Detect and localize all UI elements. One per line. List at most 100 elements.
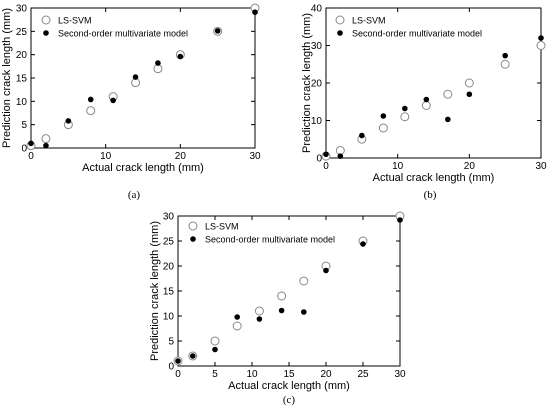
multivariate-model-point — [278, 307, 285, 314]
x-tick-label: 0 — [28, 151, 34, 162]
ls-svm-point — [254, 306, 264, 316]
y-axis-label: Prediction crack length (mm) — [149, 221, 161, 361]
ls-svm-point — [299, 276, 309, 286]
x-tick-label: 5 — [212, 369, 218, 380]
y-tick-label: 0 — [168, 362, 174, 373]
multivariate-model-point — [423, 96, 430, 103]
x-tick-label: 30 — [535, 161, 547, 172]
multivariate-model-point — [402, 105, 408, 112]
multivariate-model-point — [445, 116, 451, 123]
multivariate-model-point — [323, 267, 329, 274]
legend-label: LS-SVM — [205, 222, 239, 232]
legend-marker-open — [41, 15, 51, 25]
y-tick-label: 10 — [311, 116, 323, 127]
y-axis-label: Prediction crack length (mm) — [301, 13, 313, 153]
y-tick-label: 15 — [16, 74, 28, 85]
multivariate-model-point — [155, 60, 161, 66]
chart-panel-3: 0 5 10 15 20 25 30 0 5 10 15 20 25 30 Actual crack len… — [149, 211, 406, 406]
multivariate-model-point — [65, 118, 72, 124]
legend-marker-filled — [43, 30, 49, 36]
x-tick-label: 25 — [357, 369, 369, 380]
multivariate-model-point — [256, 316, 263, 322]
multivariate-model-point — [28, 140, 34, 147]
multivariate-model-point — [214, 28, 221, 34]
chart-panel-1: 0 10 20 30 0 5 10 15 20 25 30 Actual crack length (… — [1, 3, 261, 201]
ls-svm-point — [335, 146, 345, 155]
multivariate-model-point — [177, 53, 184, 60]
multivariate-model-point — [175, 358, 181, 364]
ls-svm-point — [210, 336, 220, 346]
x-tick-label: 0 — [175, 369, 181, 380]
multivariate-model-point — [502, 52, 508, 59]
chart-panel-2: 0 10 20 30 0 10 20 30 40 Actual crack length (mm)… — [301, 4, 547, 202]
ls-svm-point — [378, 123, 388, 133]
x-axis-label: Actual crack length (mm) — [228, 380, 350, 392]
y-tick-label: 25 — [16, 27, 28, 38]
y-tick-label: 5 — [168, 337, 174, 348]
y-tick-label: 20 — [311, 79, 323, 90]
x-tick-label: 10 — [100, 151, 112, 162]
y-tick-label: 20 — [163, 262, 175, 273]
ls-svm-point — [464, 78, 474, 88]
x-tick-label: 30 — [249, 151, 261, 162]
multivariate-model-point — [360, 241, 366, 247]
x-tick-label: 20 — [320, 369, 332, 380]
multivariate-model-point — [323, 151, 329, 158]
multivariate-model-point — [252, 9, 258, 15]
x-tick-label: 20 — [464, 161, 476, 172]
x-tick-label: 0 — [323, 161, 329, 172]
legend-label: Second-order multivariate model — [352, 29, 482, 39]
legend-label: Second-order multivariate model — [58, 29, 188, 39]
x-tick-label: 10 — [246, 369, 258, 380]
multivariate-model-point — [466, 91, 473, 98]
y-tick-label: 30 — [311, 41, 323, 52]
y-tick-label: 0 — [316, 154, 322, 165]
ls-svm-point — [86, 106, 96, 116]
y-tick-label: 10 — [163, 312, 175, 323]
multivariate-model-point — [132, 74, 139, 80]
legend-marker-filled — [190, 236, 196, 242]
ls-svm-point — [443, 89, 453, 99]
panel-caption: (c) — [283, 394, 296, 406]
multivariate-model-point — [190, 353, 196, 359]
x-tick-label: 30 — [394, 369, 406, 380]
y-tick-label: 10 — [16, 97, 28, 108]
ls-svm-point — [500, 59, 510, 69]
multivariate-model-point — [87, 96, 94, 103]
multivariate-model-point — [212, 346, 218, 353]
ls-svm-point — [232, 321, 242, 331]
y-tick-label: 30 — [163, 212, 175, 223]
y-tick-label: 20 — [16, 50, 28, 61]
x-tick-label: 15 — [283, 369, 295, 380]
y-axis-label: Prediction crack length (mm) — [1, 8, 13, 148]
legend-marker-open — [335, 15, 345, 25]
y-tick-label: 0 — [21, 144, 27, 155]
multivariate-model-point — [234, 314, 240, 320]
multivariate-model-point — [380, 113, 387, 119]
y-tick-label: 5 — [21, 120, 27, 131]
ls-svm-point — [277, 291, 287, 301]
legend: LS-SVM Second-order multivariate model — [335, 15, 482, 39]
legend-marker-filled — [337, 30, 343, 36]
panel-caption: (a) — [128, 189, 141, 201]
panel-caption: (b) — [424, 189, 437, 201]
multivariate-model-point — [337, 153, 344, 159]
x-tick-label: 10 — [392, 161, 404, 172]
y-tick-label: 40 — [311, 4, 323, 15]
multivariate-model-point — [538, 35, 544, 41]
y-tick-label: 25 — [163, 237, 175, 248]
multivariate-model-point — [301, 309, 307, 315]
ls-svm-point — [536, 41, 546, 50]
legend-marker-open — [188, 221, 198, 231]
legend-label: LS-SVM — [352, 16, 386, 26]
x-axis-label: Actual crack length (mm) — [373, 172, 495, 184]
legend-label: LS-SVM — [58, 16, 92, 26]
y-tick-label: 30 — [16, 4, 28, 15]
legend: LS-SVM Second-order multivariate model — [41, 15, 188, 39]
multivariate-model-point — [397, 217, 403, 223]
legend-label: Second-order multivariate model — [205, 235, 335, 245]
multivariate-model-point — [110, 97, 116, 104]
multivariate-model-point — [359, 132, 365, 139]
ls-svm-point — [41, 134, 51, 144]
